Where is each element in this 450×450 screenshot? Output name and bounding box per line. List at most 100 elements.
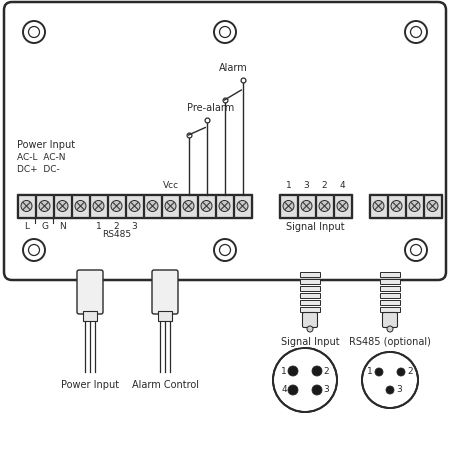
Bar bbox=[300, 307, 320, 312]
Text: L: L bbox=[24, 222, 29, 231]
Circle shape bbox=[201, 201, 212, 212]
Bar bbox=[279, 194, 352, 218]
Bar bbox=[234, 195, 251, 217]
Text: 1: 1 bbox=[281, 366, 287, 375]
Bar bbox=[316, 195, 333, 217]
Text: RS485: RS485 bbox=[102, 230, 131, 239]
Text: Power Input: Power Input bbox=[17, 140, 75, 150]
Text: Signal Input: Signal Input bbox=[286, 222, 345, 232]
Bar bbox=[158, 311, 172, 321]
Circle shape bbox=[312, 385, 322, 395]
Text: Alarm Control: Alarm Control bbox=[131, 380, 198, 390]
Bar bbox=[36, 195, 53, 217]
Circle shape bbox=[387, 326, 393, 332]
FancyBboxPatch shape bbox=[382, 312, 397, 328]
Bar bbox=[72, 195, 89, 217]
Circle shape bbox=[288, 366, 298, 376]
Bar bbox=[180, 195, 197, 217]
Circle shape bbox=[57, 201, 68, 212]
Circle shape bbox=[214, 21, 236, 43]
Bar bbox=[380, 300, 400, 305]
Bar bbox=[126, 195, 143, 217]
Bar bbox=[144, 195, 161, 217]
Circle shape bbox=[288, 385, 298, 395]
Circle shape bbox=[111, 201, 122, 212]
Circle shape bbox=[214, 239, 236, 261]
Text: 4: 4 bbox=[281, 386, 287, 395]
Circle shape bbox=[301, 201, 312, 212]
FancyBboxPatch shape bbox=[4, 2, 446, 280]
Circle shape bbox=[23, 239, 45, 261]
Bar bbox=[406, 195, 423, 217]
FancyBboxPatch shape bbox=[152, 270, 178, 314]
Circle shape bbox=[337, 201, 348, 212]
Circle shape bbox=[386, 386, 394, 394]
Bar bbox=[108, 195, 125, 217]
Bar bbox=[300, 286, 320, 291]
Circle shape bbox=[129, 201, 140, 212]
Bar bbox=[380, 286, 400, 291]
Text: DC+  DC-: DC+ DC- bbox=[17, 165, 60, 174]
Text: 2: 2 bbox=[322, 181, 327, 190]
Text: 1: 1 bbox=[95, 222, 101, 231]
FancyBboxPatch shape bbox=[302, 312, 318, 328]
Bar bbox=[83, 311, 97, 321]
Text: 2: 2 bbox=[407, 368, 413, 377]
Bar bbox=[280, 195, 297, 217]
Circle shape bbox=[219, 201, 230, 212]
Text: 3: 3 bbox=[131, 222, 137, 231]
Bar bbox=[18, 195, 35, 217]
Text: 1: 1 bbox=[367, 368, 373, 377]
Bar bbox=[380, 279, 400, 284]
Text: G: G bbox=[41, 222, 48, 231]
Text: RS485 (optional): RS485 (optional) bbox=[349, 337, 431, 347]
Text: Vcc: Vcc bbox=[162, 181, 179, 190]
Text: 3: 3 bbox=[323, 386, 329, 395]
Bar bbox=[380, 293, 400, 298]
Circle shape bbox=[165, 201, 176, 212]
Text: Signal Input: Signal Input bbox=[281, 337, 339, 347]
Circle shape bbox=[183, 201, 194, 212]
Text: AC-L  AC-N: AC-L AC-N bbox=[17, 153, 66, 162]
Text: Alarm: Alarm bbox=[219, 63, 248, 73]
Text: 4: 4 bbox=[340, 181, 345, 190]
Circle shape bbox=[397, 368, 405, 376]
Bar bbox=[198, 195, 215, 217]
Circle shape bbox=[409, 201, 420, 212]
Bar bbox=[380, 307, 400, 312]
Bar bbox=[300, 293, 320, 298]
Circle shape bbox=[391, 201, 402, 212]
Text: 3: 3 bbox=[304, 181, 310, 190]
Circle shape bbox=[312, 366, 322, 376]
Bar bbox=[424, 195, 441, 217]
Text: 3: 3 bbox=[396, 386, 402, 395]
Text: 1: 1 bbox=[286, 181, 292, 190]
Circle shape bbox=[427, 201, 438, 212]
Bar bbox=[380, 272, 400, 277]
Circle shape bbox=[147, 201, 158, 212]
Bar bbox=[90, 195, 107, 217]
Bar bbox=[54, 195, 71, 217]
Bar bbox=[300, 272, 320, 277]
Text: N: N bbox=[59, 222, 66, 231]
Circle shape bbox=[21, 201, 32, 212]
Circle shape bbox=[373, 201, 384, 212]
Circle shape bbox=[39, 201, 50, 212]
Bar bbox=[162, 195, 179, 217]
Circle shape bbox=[405, 239, 427, 261]
Circle shape bbox=[319, 201, 330, 212]
Circle shape bbox=[375, 368, 383, 376]
Bar bbox=[369, 194, 442, 218]
Bar bbox=[334, 195, 351, 217]
Circle shape bbox=[405, 21, 427, 43]
Circle shape bbox=[75, 201, 86, 212]
Bar bbox=[216, 195, 233, 217]
Bar bbox=[298, 195, 315, 217]
Bar bbox=[17, 194, 252, 218]
Circle shape bbox=[237, 201, 248, 212]
FancyBboxPatch shape bbox=[77, 270, 103, 314]
Bar bbox=[300, 300, 320, 305]
Circle shape bbox=[273, 348, 337, 412]
Text: 2: 2 bbox=[323, 366, 329, 375]
Bar bbox=[300, 279, 320, 284]
